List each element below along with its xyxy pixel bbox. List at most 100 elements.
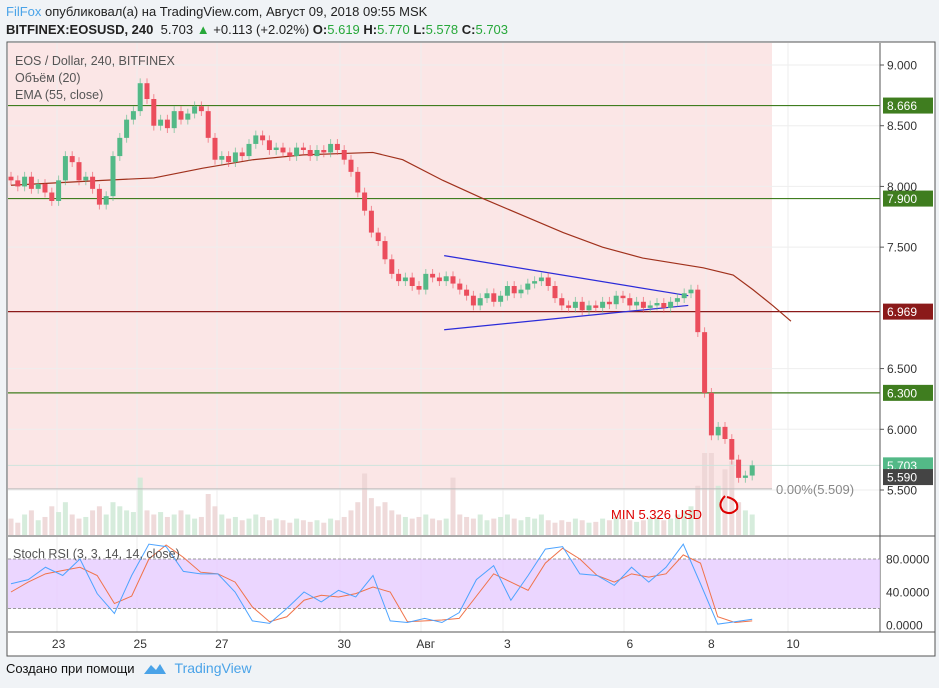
ema-line	[10, 151, 792, 322]
candle	[416, 286, 422, 290]
candle	[518, 289, 524, 294]
up-arrow-icon: ▲	[196, 22, 210, 37]
volume-bar	[96, 506, 102, 535]
volume-bar	[525, 516, 531, 535]
volume-bar	[545, 520, 551, 535]
volume-bar	[8, 518, 14, 535]
volume-bar	[416, 516, 422, 535]
volume-bar	[708, 453, 714, 535]
low-value: 5.578	[425, 22, 459, 37]
main-pane[interactable]: 8.666 7.900 6.969 6.300 0.00%(5.509) MIN 5.32…	[8, 43, 935, 651]
volume-bar	[491, 518, 497, 535]
candle	[362, 192, 368, 211]
candle	[35, 184, 41, 189]
volume-bar	[613, 516, 619, 535]
candle	[552, 286, 558, 299]
volume-bar	[579, 520, 585, 535]
min-annotation: MIN 5.326 USD	[611, 507, 702, 522]
candle	[334, 143, 340, 151]
volume-bar	[396, 514, 402, 535]
volume-bar	[294, 518, 300, 535]
candle	[504, 286, 510, 296]
candle	[328, 143, 334, 153]
volume-bar	[348, 510, 354, 535]
stoch-tick-label: 80.0000	[886, 553, 930, 567]
volume-bar	[151, 514, 157, 535]
tradingview-logo-icon	[143, 664, 166, 674]
volume-bar	[117, 506, 123, 535]
candle	[668, 301, 674, 308]
level-label: 7.900	[887, 192, 917, 206]
candle	[158, 119, 164, 126]
candle	[457, 283, 463, 290]
author-link[interactable]: FilFox	[6, 4, 42, 19]
candle	[69, 156, 75, 163]
candle	[396, 273, 402, 282]
volume-bar	[130, 512, 136, 535]
candle	[287, 152, 293, 157]
volume-bar	[69, 514, 75, 535]
candle	[307, 150, 313, 157]
candle	[22, 176, 28, 187]
level-label-bg	[883, 190, 933, 207]
volume-bar	[212, 506, 218, 535]
candle	[348, 159, 354, 172]
candle	[280, 147, 286, 153]
candle	[49, 192, 55, 202]
volume-bar	[443, 518, 449, 535]
h-label: H:	[363, 22, 378, 37]
volume-bar	[287, 522, 293, 535]
candle	[137, 83, 143, 112]
candle	[491, 293, 497, 302]
candle	[273, 147, 279, 151]
volume-bar	[654, 516, 660, 535]
candle	[321, 150, 327, 153]
volume-bar	[538, 514, 544, 535]
volume-bar	[178, 510, 184, 535]
level-label: 8.666	[887, 99, 917, 113]
candle	[498, 295, 504, 302]
volume-bar	[647, 518, 653, 535]
volume-bar	[28, 510, 34, 535]
volume-bar	[688, 506, 694, 535]
volume-bar	[164, 516, 170, 535]
candle	[593, 305, 599, 308]
candle	[15, 180, 21, 187]
candle	[382, 241, 388, 260]
volume-bar	[124, 510, 130, 535]
candle	[28, 176, 34, 189]
volume-bar	[266, 520, 272, 535]
volume-bar	[307, 521, 313, 535]
level-label: 6.969	[887, 305, 917, 319]
candle	[586, 305, 592, 311]
change: +0.113 (+2.02%)	[213, 22, 310, 37]
candle	[130, 111, 136, 120]
candle	[266, 140, 272, 151]
candle	[294, 147, 300, 157]
candle	[620, 295, 626, 299]
volume-bar	[464, 516, 470, 535]
time-tick-label: 25	[134, 637, 148, 651]
volume-bar	[511, 518, 517, 535]
candle	[42, 184, 48, 193]
candle	[654, 303, 660, 306]
candle	[232, 152, 238, 163]
candle	[606, 301, 612, 305]
candle	[205, 111, 211, 138]
footer-text: Создано при помощи	[6, 660, 135, 676]
symbol: BITFINEX:EOSUSD, 240	[6, 22, 154, 37]
volume-bar	[423, 514, 429, 535]
candle	[62, 156, 68, 181]
volume-bar	[450, 477, 456, 535]
volume-bar	[586, 522, 592, 535]
candle	[736, 459, 742, 478]
volume-bar	[402, 516, 408, 535]
volume-bar	[158, 512, 164, 535]
candle	[484, 293, 490, 299]
candle	[579, 301, 585, 311]
volume-bar	[375, 506, 381, 535]
tradingview-link[interactable]: TradingView	[174, 660, 252, 676]
volume-bar	[198, 516, 204, 535]
candle	[185, 113, 191, 120]
